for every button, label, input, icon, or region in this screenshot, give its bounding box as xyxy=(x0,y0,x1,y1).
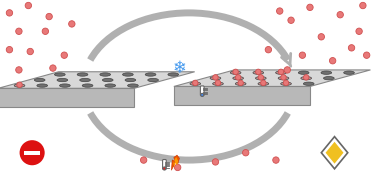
Ellipse shape xyxy=(125,78,136,82)
Ellipse shape xyxy=(233,77,243,80)
Circle shape xyxy=(42,28,48,34)
Circle shape xyxy=(201,93,204,96)
Circle shape xyxy=(318,34,324,40)
Ellipse shape xyxy=(321,71,332,74)
Circle shape xyxy=(304,75,309,80)
Ellipse shape xyxy=(253,71,263,74)
Ellipse shape xyxy=(324,77,334,80)
Circle shape xyxy=(337,12,343,18)
FancyBboxPatch shape xyxy=(200,86,204,96)
Ellipse shape xyxy=(37,84,48,87)
Circle shape xyxy=(46,13,52,20)
Ellipse shape xyxy=(54,73,65,76)
Circle shape xyxy=(175,164,181,171)
Circle shape xyxy=(213,75,218,80)
Ellipse shape xyxy=(344,71,354,74)
Circle shape xyxy=(61,52,67,58)
Ellipse shape xyxy=(145,73,156,76)
Polygon shape xyxy=(325,142,344,164)
Circle shape xyxy=(21,141,43,164)
Circle shape xyxy=(360,2,366,9)
Circle shape xyxy=(6,10,12,16)
Circle shape xyxy=(349,45,355,51)
Ellipse shape xyxy=(301,77,311,80)
Circle shape xyxy=(258,75,263,80)
Circle shape xyxy=(243,150,249,156)
Circle shape xyxy=(25,2,31,9)
Ellipse shape xyxy=(210,77,221,80)
Ellipse shape xyxy=(276,71,286,74)
Text: ❄: ❄ xyxy=(173,59,186,77)
Ellipse shape xyxy=(60,84,70,87)
Circle shape xyxy=(6,47,12,53)
Circle shape xyxy=(50,65,56,71)
Circle shape xyxy=(265,47,271,53)
Circle shape xyxy=(364,52,370,58)
Polygon shape xyxy=(0,88,134,107)
Ellipse shape xyxy=(213,82,223,85)
Circle shape xyxy=(288,17,294,23)
Circle shape xyxy=(299,52,305,58)
FancyBboxPatch shape xyxy=(163,160,166,169)
Ellipse shape xyxy=(57,78,68,82)
Circle shape xyxy=(260,80,266,86)
Circle shape xyxy=(235,75,241,80)
Circle shape xyxy=(281,75,286,80)
Ellipse shape xyxy=(105,84,116,87)
Polygon shape xyxy=(172,155,180,170)
Ellipse shape xyxy=(122,73,133,76)
Circle shape xyxy=(283,80,289,86)
Polygon shape xyxy=(321,137,348,169)
Circle shape xyxy=(256,69,261,75)
Ellipse shape xyxy=(190,82,201,85)
Ellipse shape xyxy=(304,82,314,85)
Ellipse shape xyxy=(14,84,25,87)
Circle shape xyxy=(215,80,221,86)
Circle shape xyxy=(238,80,243,86)
Circle shape xyxy=(277,8,283,14)
Ellipse shape xyxy=(278,77,289,80)
Ellipse shape xyxy=(235,82,246,85)
Ellipse shape xyxy=(34,78,45,82)
Ellipse shape xyxy=(256,77,266,80)
Circle shape xyxy=(233,69,239,75)
Ellipse shape xyxy=(148,78,158,82)
Circle shape xyxy=(27,48,33,55)
Circle shape xyxy=(16,28,22,34)
Ellipse shape xyxy=(281,82,291,85)
Circle shape xyxy=(16,67,22,73)
Ellipse shape xyxy=(258,82,269,85)
Circle shape xyxy=(17,82,22,87)
Circle shape xyxy=(192,80,198,86)
Ellipse shape xyxy=(128,84,138,87)
Circle shape xyxy=(163,167,166,170)
Polygon shape xyxy=(174,86,310,105)
Ellipse shape xyxy=(230,71,241,74)
Ellipse shape xyxy=(100,73,110,76)
Ellipse shape xyxy=(102,78,113,82)
Circle shape xyxy=(141,157,147,163)
Circle shape xyxy=(284,67,290,73)
Ellipse shape xyxy=(168,73,178,76)
Circle shape xyxy=(330,58,336,64)
Circle shape xyxy=(69,21,75,27)
Ellipse shape xyxy=(298,71,309,74)
Ellipse shape xyxy=(82,84,93,87)
Circle shape xyxy=(356,28,362,34)
Polygon shape xyxy=(0,72,195,88)
Polygon shape xyxy=(174,157,178,168)
Ellipse shape xyxy=(80,78,90,82)
Circle shape xyxy=(307,4,313,10)
Polygon shape xyxy=(174,70,370,86)
Circle shape xyxy=(212,159,218,165)
Circle shape xyxy=(278,69,284,75)
Bar xyxy=(24,151,40,155)
Ellipse shape xyxy=(77,73,88,76)
Circle shape xyxy=(273,157,279,163)
